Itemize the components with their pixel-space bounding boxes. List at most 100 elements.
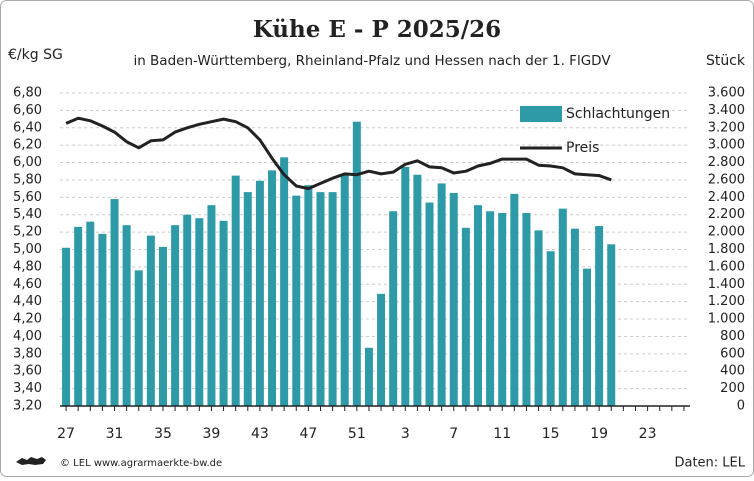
- bar: [98, 233, 107, 406]
- x-tick-label: 23: [639, 426, 657, 442]
- legend-swatch: [520, 106, 562, 122]
- x-tick-label: 15: [542, 426, 560, 442]
- bar: [534, 230, 543, 406]
- bar: [62, 247, 71, 406]
- bar: [316, 192, 325, 406]
- legend-label: Preis: [566, 140, 599, 156]
- bar: [461, 227, 470, 406]
- bar: [352, 121, 361, 407]
- x-tick-label: 35: [154, 426, 172, 442]
- bar: [207, 205, 216, 406]
- x-tick-label: 3: [401, 426, 410, 442]
- bar: [110, 199, 119, 406]
- bar: [158, 246, 167, 406]
- bar: [231, 175, 240, 406]
- x-tick-label: 7: [449, 426, 458, 442]
- y-tick-label: 5,20: [13, 225, 42, 240]
- y-tick-label: 6,80: [13, 86, 42, 101]
- y2-tick-label: 0: [737, 399, 745, 414]
- y2-tick-label: 400: [720, 364, 745, 379]
- y2-tick-label: 600: [720, 346, 745, 361]
- y-tick-label: 6,00: [13, 155, 42, 170]
- y-tick-label: 3,40: [13, 381, 42, 396]
- bar: [146, 235, 155, 406]
- bar: [255, 180, 264, 406]
- y2-tick-label: 2.400: [708, 190, 745, 205]
- bar: [510, 193, 519, 406]
- bar: [413, 174, 422, 406]
- y2-tick-label: 2.800: [708, 155, 745, 170]
- y-tick-label: 4,40: [13, 294, 42, 309]
- bar: [498, 212, 507, 406]
- y2-axis-label: Stück: [706, 53, 746, 69]
- bar: [473, 205, 482, 406]
- y-tick-label: 5,40: [13, 207, 42, 222]
- y2-tick-label: 3.000: [708, 138, 745, 153]
- y-tick-label: 6,60: [13, 103, 42, 118]
- logo: [16, 457, 46, 465]
- y-tick-label: 4,00: [13, 329, 42, 344]
- x-tick-label: 51: [348, 426, 366, 442]
- bar: [134, 270, 143, 406]
- x-tick-label: 39: [203, 426, 221, 442]
- y2-tick-label: 800: [720, 329, 745, 344]
- bar: [171, 225, 180, 406]
- y2-tick-label: 3.400: [708, 103, 745, 118]
- x-tick-label: 43: [251, 426, 269, 442]
- y2-tick-label: 3.600: [708, 86, 745, 101]
- bar: [122, 225, 131, 406]
- y-tick-label: 4,60: [13, 277, 42, 292]
- x-tick-label: 19: [590, 426, 608, 442]
- bar: [195, 218, 204, 406]
- y-tick-label: 4,80: [13, 259, 42, 274]
- bar: [280, 157, 289, 406]
- bar: [449, 192, 458, 406]
- bar: [595, 226, 604, 406]
- y2-tick-label: 3.200: [708, 120, 745, 135]
- y2-tick-label: 1.400: [708, 277, 745, 292]
- y-tick-label: 6,40: [13, 120, 42, 135]
- y-tick-label: 5,60: [13, 190, 42, 205]
- y-tick-label: 3,60: [13, 364, 42, 379]
- x-tick-label: 47: [299, 426, 317, 442]
- chart-title: Kühe E - P 2025/26: [253, 16, 501, 43]
- y2-tick-label: 2.200: [708, 207, 745, 222]
- y2-tick-label: 200: [720, 381, 745, 396]
- x-tick-label: 27: [57, 426, 75, 442]
- bar: [607, 244, 616, 406]
- bar: [74, 226, 83, 406]
- source-left: © LEL www.agrarmaerkte-bw.de: [60, 458, 222, 469]
- line: [65, 116, 612, 191]
- bar: [328, 192, 337, 406]
- y2-tick-label: 2.000: [708, 225, 745, 240]
- y2-tick-label: 1.800: [708, 242, 745, 257]
- bar: [401, 166, 410, 406]
- bar: [340, 174, 349, 406]
- y-tick-label: 4,20: [13, 312, 42, 327]
- y2-tick-label: 1.200: [708, 294, 745, 309]
- x-tick-label: 11: [493, 426, 511, 442]
- legend-label: Schlachtungen: [566, 106, 670, 122]
- bar: [304, 185, 313, 406]
- bar: [486, 211, 495, 406]
- y2-tick-label: 1.000: [708, 312, 745, 327]
- source-right: Daten: LEL: [674, 456, 745, 471]
- bar: [183, 214, 192, 406]
- bar: [377, 293, 386, 406]
- bar: [522, 212, 531, 406]
- y-tick-label: 5,00: [13, 242, 42, 257]
- bar: [389, 211, 398, 406]
- y-tick-label: 5,80: [13, 172, 42, 187]
- bar: [268, 170, 277, 406]
- x-tick-label: 31: [106, 426, 124, 442]
- y2-tick-label: 1.600: [708, 259, 745, 274]
- y-tick-label: 3,80: [13, 346, 42, 361]
- bar: [437, 183, 446, 406]
- bar: [292, 195, 301, 406]
- bar: [86, 221, 95, 406]
- y-axis-label: €/kg SG: [8, 47, 63, 63]
- bar: [364, 347, 373, 406]
- bar: [546, 251, 555, 406]
